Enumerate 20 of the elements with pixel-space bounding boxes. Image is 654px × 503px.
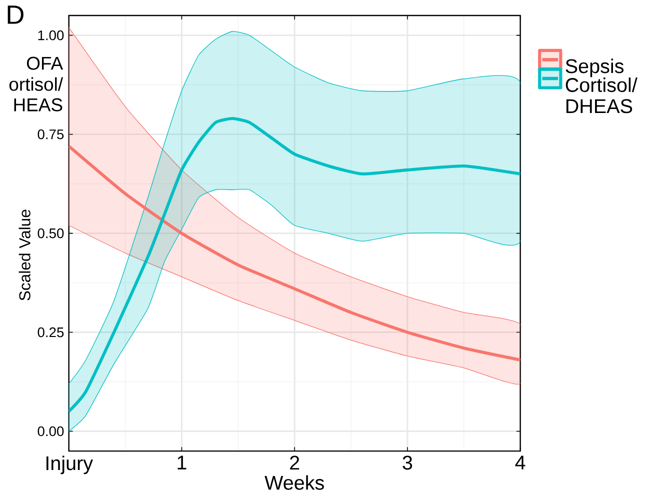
y-tick-label: 0.50	[38, 228, 64, 238]
y-tick-label: 0.75	[38, 130, 64, 140]
y-tick-label: 0.00	[38, 426, 64, 436]
text: ortisol/	[9, 78, 64, 92]
x-tick-label: 2	[290, 456, 300, 470]
x-axis-title: Weeks	[264, 476, 324, 490]
y-tick-label: 0.25	[38, 328, 64, 338]
text: HEAS	[14, 98, 62, 112]
legend-label: Sepsis	[566, 58, 624, 78]
line-series	[68, 144, 520, 362]
y-tick-label: 1.00	[38, 30, 64, 40]
y-axis-title: Scaled Value	[18, 210, 30, 301]
text: OFA	[26, 57, 64, 70]
x-tick-label: 1	[178, 456, 186, 470]
line-series	[68, 117, 520, 414]
chart-title: D	[8, 6, 24, 24]
x-tick-label: 3	[402, 456, 412, 470]
x-tick-label: 4	[515, 456, 526, 470]
x-tick-label: Injury	[46, 456, 93, 474]
legend-label: Cortisol/ DHEAS	[566, 78, 638, 114]
